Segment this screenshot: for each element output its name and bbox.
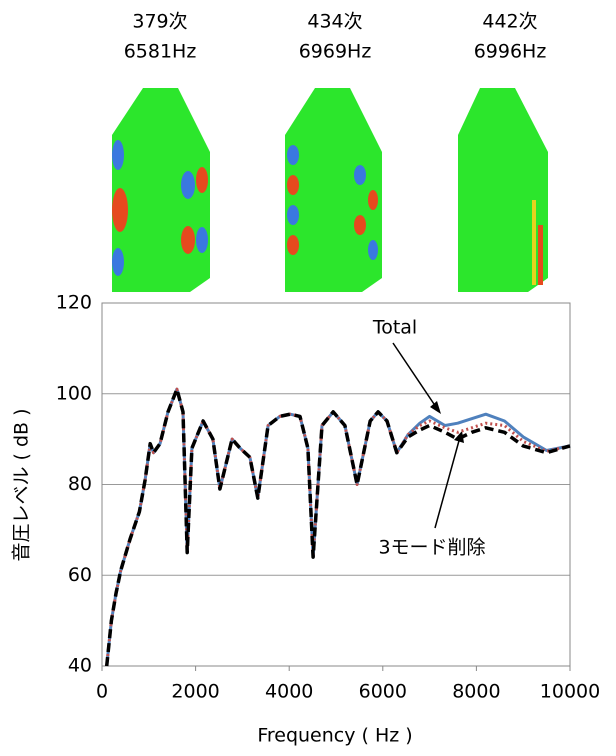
y-tick-label: 40 [68,655,92,677]
mode-order: 434次 [307,11,362,33]
x-tick-label: 4000 [265,681,313,703]
y-tick-label: 80 [68,473,92,495]
mode-shape [285,88,382,292]
y-axis-label: 音圧レベル ( dB ) [11,408,33,561]
arrow [435,437,460,528]
arrowhead [430,401,441,414]
y-tick-label: 100 [56,382,92,404]
page: 379次 6581Hz 434次 6969Hz 442次 6996Hz Freq… [0,0,616,752]
annotation: Total [372,317,417,339]
mode-freq: 6581Hz [124,41,197,63]
series-line [107,389,570,666]
y-tick-label: 60 [68,564,92,586]
mode-freq: 6996Hz [474,41,547,63]
mode-order: 442次 [482,11,537,33]
y-tick-label: 120 [56,292,92,314]
x-tick-label: 0 [96,681,108,703]
x-tick-label: 8000 [452,681,500,703]
annotation: 3モード削除 [378,537,485,559]
x-tick-label: 10000 [540,681,600,703]
mode-shapes [112,88,548,292]
x-tick-label: 2000 [171,681,219,703]
arrow [393,343,438,410]
mode-shape [112,88,210,292]
mode-order: 379次 [132,11,187,33]
x-axis-label: Frequency ( Hz ) [257,725,412,747]
x-tick-label: 6000 [359,681,407,703]
mode-shape [458,88,548,292]
mode-freq: 6969Hz [299,41,372,63]
